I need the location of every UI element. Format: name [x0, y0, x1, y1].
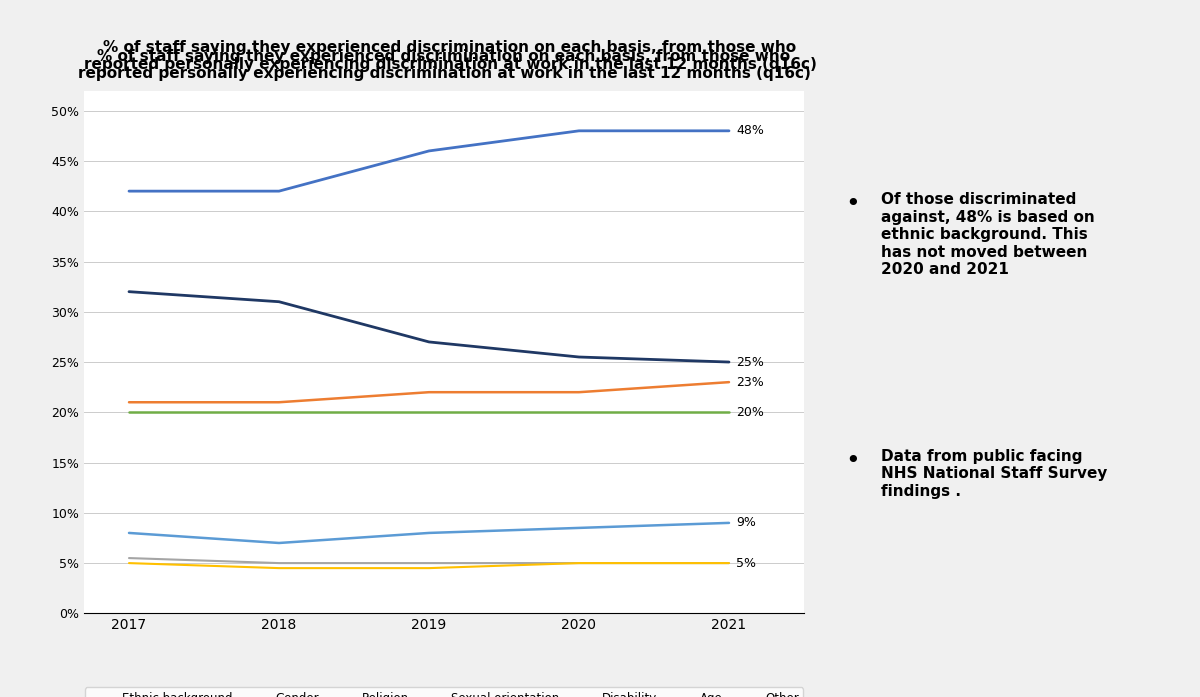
- Text: Data from public facing
NHS National Staff Survey
findings .: Data from public facing NHS National Sta…: [881, 449, 1108, 498]
- Text: 48%: 48%: [736, 124, 764, 137]
- Text: 20%: 20%: [736, 406, 764, 419]
- Text: •: •: [845, 449, 859, 473]
- Text: 25%: 25%: [736, 355, 764, 369]
- Text: % of staff saying they experienced discrimination on each basis, from those who
: % of staff saying they experienced discr…: [78, 49, 810, 81]
- Text: % of staff saying they experienced discrimination on each basis, from those who
: % of staff saying they experienced discr…: [84, 40, 816, 72]
- Legend: Ethnic background, Gender, Religion, Sexual orientation, Disability, Age, Other: Ethnic background, Gender, Religion, Sex…: [85, 687, 803, 697]
- Text: •: •: [845, 192, 859, 216]
- Text: 9%: 9%: [736, 516, 756, 530]
- Text: Of those discriminated
against, 48% is based on
ethnic background. This
has not : Of those discriminated against, 48% is b…: [881, 192, 1094, 277]
- Text: 23%: 23%: [736, 376, 763, 389]
- Text: 5%: 5%: [736, 557, 756, 569]
